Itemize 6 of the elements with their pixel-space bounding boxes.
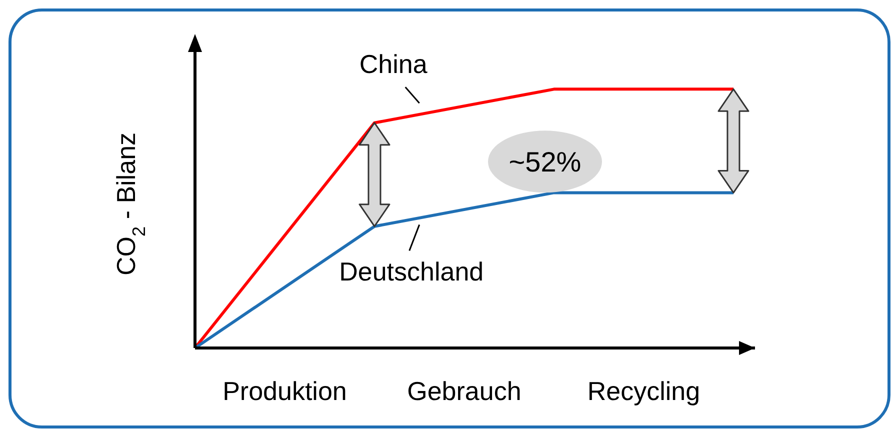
series-label: China xyxy=(359,49,428,80)
series-label: Deutschland xyxy=(339,256,484,287)
x-tick-label: Recycling xyxy=(587,376,700,406)
annotation: ~52% xyxy=(508,146,582,178)
x-tick-label: Gebrauch xyxy=(407,376,522,406)
x-tick-label: Produktion xyxy=(222,376,347,406)
